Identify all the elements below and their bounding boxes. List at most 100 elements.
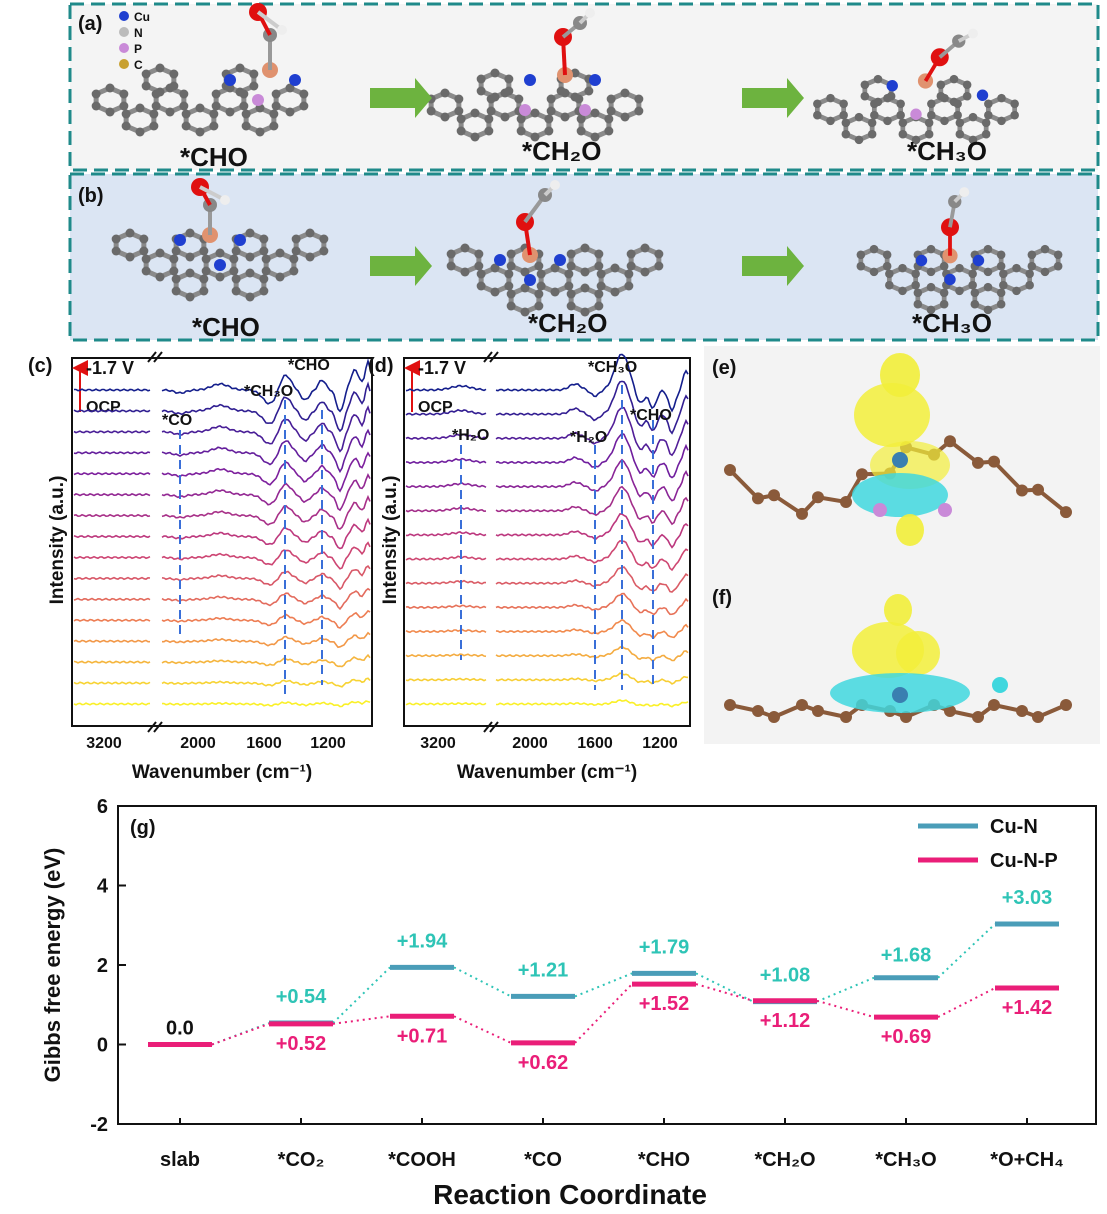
carbon-atom <box>840 495 852 508</box>
peak-label: *CH₃O <box>244 383 293 400</box>
carbon-atom <box>860 91 870 101</box>
panel-b-molecules <box>111 178 1063 317</box>
legend-swatch <box>119 43 129 53</box>
carbon-atom <box>883 116 892 126</box>
carbon-atom <box>514 94 524 104</box>
carbon-atom <box>534 261 544 271</box>
carbon-atom <box>285 107 295 117</box>
carbon-atom <box>490 287 500 297</box>
carbon-atom <box>319 246 329 256</box>
carbon-atom <box>121 121 131 131</box>
carbon-atom <box>869 244 879 254</box>
isosurface-yellow <box>884 594 912 626</box>
carbon-atom <box>873 74 883 84</box>
carbon-atom <box>898 129 908 139</box>
spectrum-line <box>73 428 371 474</box>
carbon-atom <box>249 69 259 79</box>
carbon-atom <box>105 107 115 117</box>
spectrum-line <box>73 381 371 433</box>
carbon-atom <box>594 301 604 311</box>
connector-line <box>332 966 391 1024</box>
energy-value-label: +1.42 <box>1002 997 1053 1019</box>
carbon-atom <box>181 109 191 119</box>
spectrum-line <box>73 631 371 649</box>
carbon-atom <box>654 249 664 259</box>
carbon-atom <box>504 269 514 279</box>
step-label: *CH₃O <box>912 308 992 338</box>
carbon-atom <box>1010 99 1019 109</box>
panel-c-frame <box>71 357 373 727</box>
carbon-atom <box>199 274 209 284</box>
tick-label: 3200 <box>420 735 456 752</box>
carbon-atom <box>624 281 634 291</box>
plot-frame <box>117 805 1097 1125</box>
x-category-label: *COOH <box>388 1149 456 1171</box>
carbon-atom <box>840 711 852 723</box>
axis-break <box>147 721 157 733</box>
carbon-atom <box>506 289 516 299</box>
carbon-atom <box>867 129 877 139</box>
carbon-atom <box>289 266 299 276</box>
panel-d-x-ticks: 3200 2000 1600 1200 <box>420 735 678 752</box>
carbon-atom <box>111 234 121 244</box>
peak-label: *CHO <box>630 407 672 424</box>
legend-label: Cu-N <box>990 816 1038 838</box>
carbon-atom <box>211 89 221 99</box>
carbon-atom <box>590 108 600 118</box>
carbon-atom <box>275 248 285 258</box>
y-axis-label: Gibbs free energy (eV) <box>40 848 65 1083</box>
hetero-atom <box>519 104 531 116</box>
carbon-atom <box>91 101 101 111</box>
carbon-atom <box>275 272 285 282</box>
panel-d: (d) -1.7 V OCP *H₂O *H₂O *CH₃O *CHO 3200… <box>368 351 691 783</box>
carbon-atom <box>596 281 606 291</box>
carbon-atom <box>997 116 1006 126</box>
carbon-atom <box>195 103 205 113</box>
peak-label: *H₂O <box>570 429 607 446</box>
carbon-atom <box>456 114 466 124</box>
carbon-atom <box>185 228 195 238</box>
carbon-atom <box>968 112 978 122</box>
carbon-atom <box>885 269 894 279</box>
spectrum-line <box>73 587 371 611</box>
carbon-atom <box>576 114 586 124</box>
carbon-atom <box>606 106 616 116</box>
spectrum-line <box>73 517 371 550</box>
carbon-atom <box>882 250 892 260</box>
isosurface-yellow <box>896 514 924 546</box>
carbon-atom <box>854 135 864 145</box>
carbon-atom <box>141 81 151 91</box>
tick-label: 2000 <box>512 735 548 752</box>
carbon-atom <box>634 94 644 104</box>
panel-a: (a) Cu NPC *CHO *CH₂O *CH₃O <box>68 2 1100 172</box>
carbon-atom <box>261 266 271 276</box>
carbon-atom <box>997 93 1006 103</box>
isosurface-cyan <box>992 677 1008 693</box>
legend-swatch <box>119 27 129 37</box>
x-category-label: *CH₂O <box>754 1149 815 1171</box>
hetero-atom <box>910 108 922 120</box>
carbon-atom <box>796 507 808 520</box>
carbon-atom <box>456 126 466 136</box>
carbon-atom <box>594 289 604 299</box>
carbon-atom <box>546 94 556 104</box>
carbon-atom <box>470 108 480 118</box>
carbon-atom <box>500 112 510 122</box>
carbon-atom <box>604 114 614 124</box>
tick-label: 1600 <box>246 735 282 752</box>
carbon-atom <box>231 246 241 256</box>
carbon-atom <box>255 127 265 137</box>
connector-line <box>695 983 754 1002</box>
process-arrow <box>742 246 804 286</box>
panel-c-tag: (c) <box>28 355 52 377</box>
panel-c-spectra <box>73 358 371 708</box>
legend-label: P <box>134 42 142 56</box>
carbon-atom <box>913 299 923 309</box>
spectrum-line <box>405 592 689 616</box>
carbon-atom <box>924 118 934 128</box>
carbon-atom <box>185 268 195 278</box>
tick-label: 1200 <box>310 735 346 752</box>
carbon-atom <box>826 93 835 103</box>
carbon-atom <box>299 89 309 99</box>
carbon-atom <box>640 243 650 253</box>
